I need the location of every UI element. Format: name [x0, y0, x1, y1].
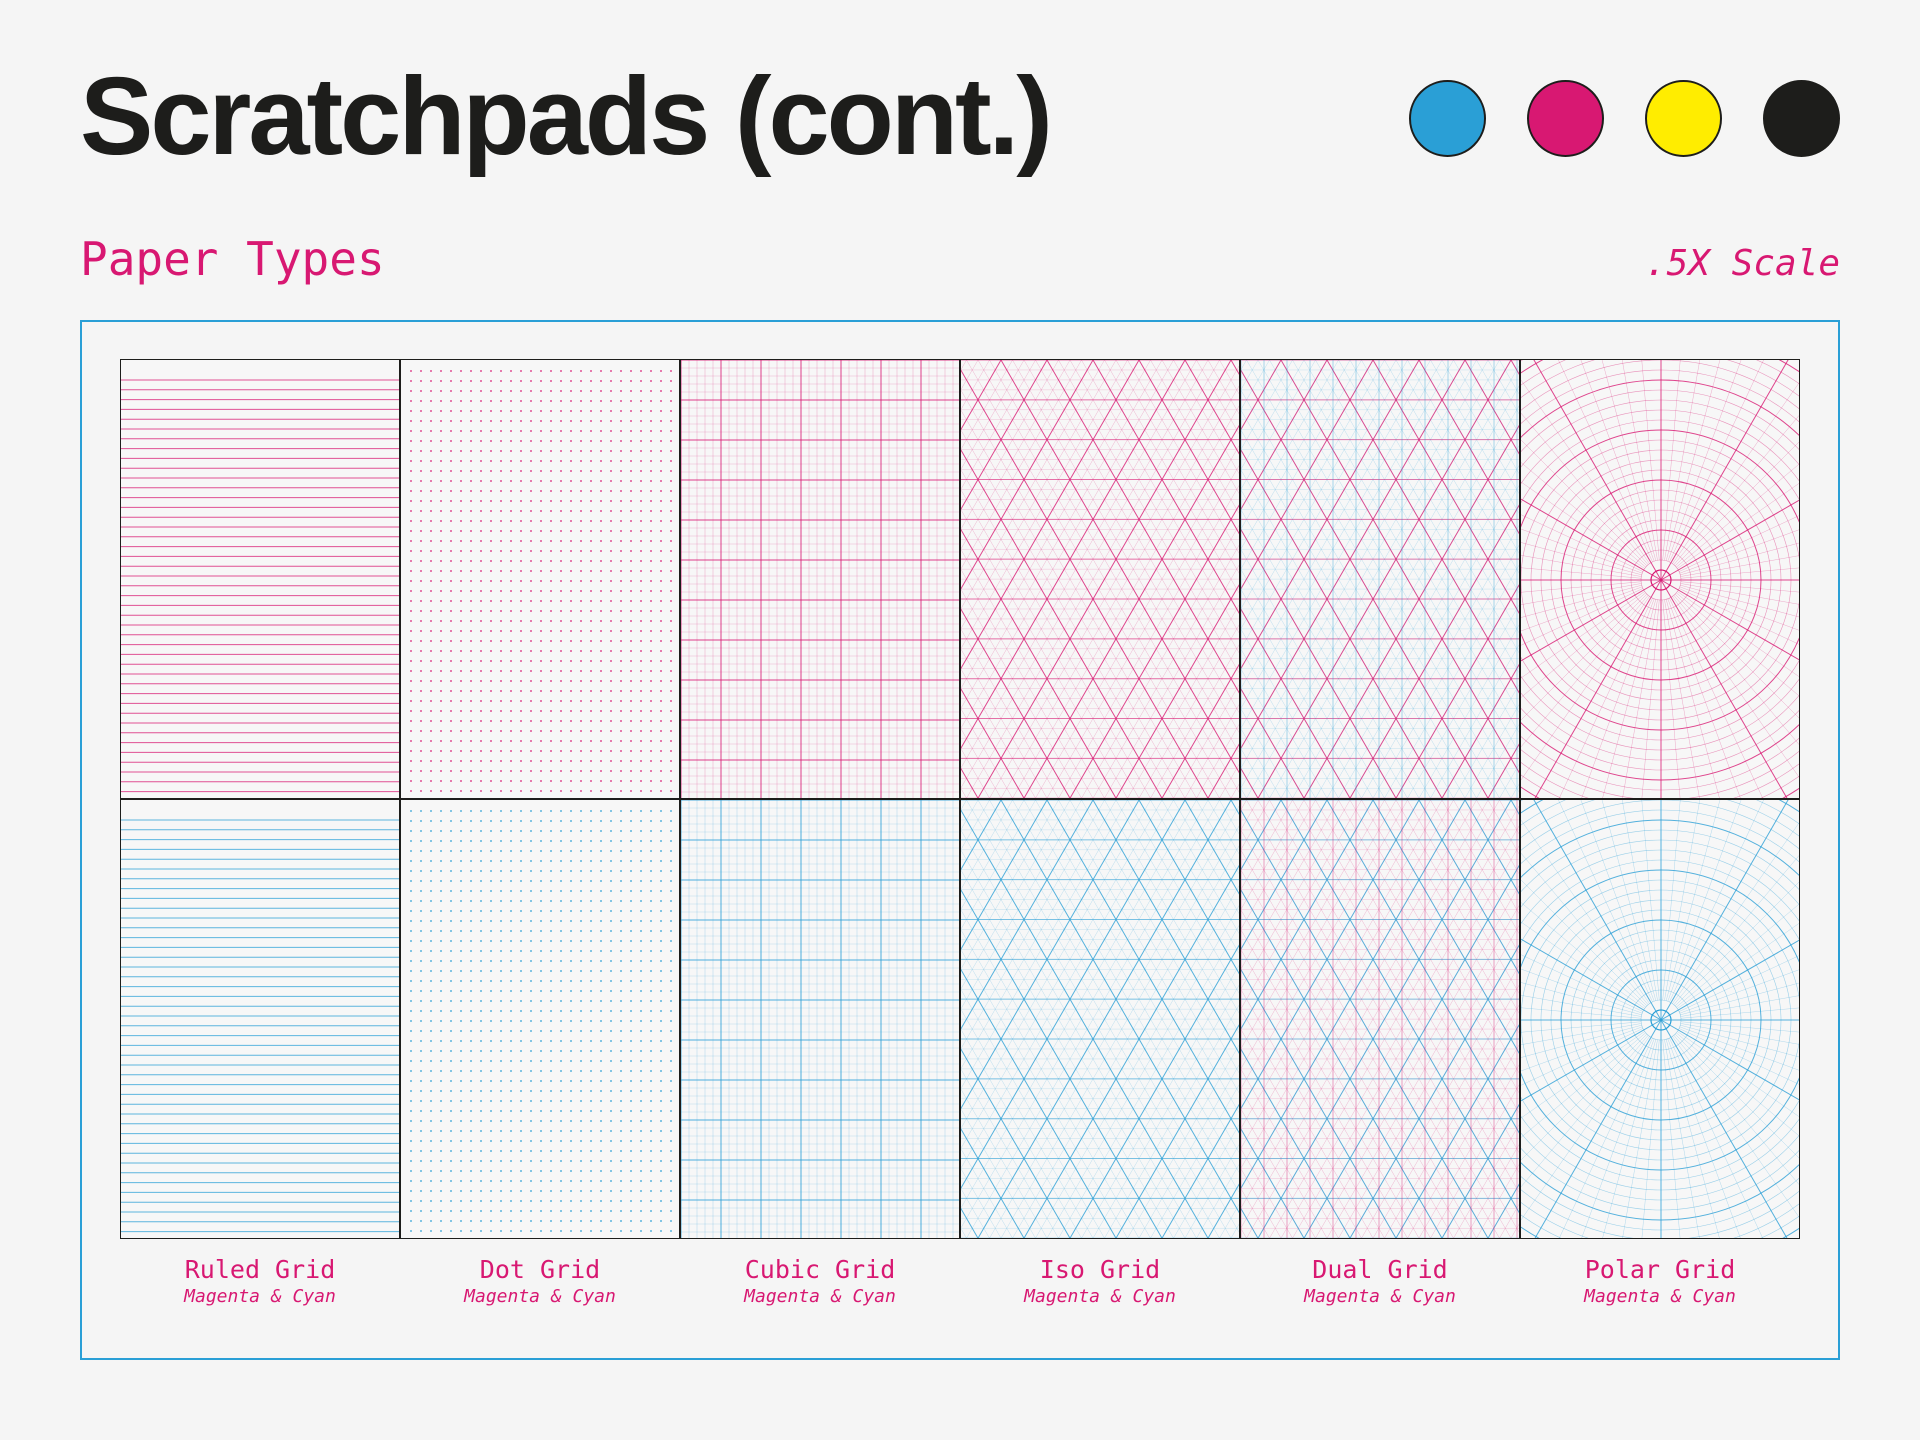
- paper-dual-magenta: [1239, 358, 1520, 799]
- swatch-black: [1763, 80, 1840, 157]
- swatch-yellow: [1645, 80, 1722, 157]
- label-colors: Magenta & Cyan: [744, 1285, 896, 1307]
- paper-pattern: [120, 379, 399, 792]
- paper-ruled-cyan: [119, 798, 400, 1239]
- color-swatches: [1409, 80, 1840, 157]
- paper-dot-cyan: [399, 798, 680, 1239]
- label-colors: Magenta & Cyan: [464, 1285, 616, 1307]
- label-name: Polar Grid: [1584, 1255, 1736, 1284]
- swatch-magenta: [1527, 80, 1604, 157]
- label-dual: Dual Grid Magenta & Cyan: [1240, 1255, 1520, 1308]
- paper-pattern: [680, 359, 959, 798]
- label-name: Ruled Grid: [184, 1255, 336, 1284]
- paper-polar-magenta: [1519, 358, 1800, 799]
- paper-pattern: [960, 799, 1239, 1238]
- scale-label: .5X Scale: [1644, 243, 1840, 284]
- label-dot: Dot Grid Magenta & Cyan: [400, 1255, 680, 1308]
- section-subtitle: Paper Types: [80, 232, 385, 286]
- label-ruled: Ruled Grid Magenta & Cyan: [120, 1255, 400, 1308]
- paper-pattern: [409, 809, 672, 1232]
- paper-cubic-magenta: [679, 358, 960, 799]
- paper-grid: [119, 358, 1800, 1239]
- paper-polar-cyan: [1519, 798, 1800, 1239]
- label-colors: Magenta & Cyan: [184, 1285, 336, 1307]
- paper-pattern: [1520, 359, 1799, 798]
- paper-pattern: [960, 359, 1239, 798]
- label-colors: Magenta & Cyan: [1304, 1285, 1456, 1307]
- label-cubic: Cubic Grid Magenta & Cyan: [680, 1255, 960, 1308]
- paper-dot-magenta: [399, 358, 680, 799]
- label-iso: Iso Grid Magenta & Cyan: [960, 1255, 1240, 1308]
- label-colors: Magenta & Cyan: [1024, 1285, 1176, 1307]
- paper-iso-magenta: [959, 358, 1240, 799]
- label-name: Iso Grid: [1039, 1255, 1161, 1284]
- paper-cubic-cyan: [679, 798, 960, 1239]
- paper-iso-cyan: [959, 798, 1240, 1239]
- paper-types-frame: [80, 320, 1840, 1360]
- paper-ruled-magenta: [119, 358, 400, 799]
- label-name: Dot Grid: [479, 1255, 601, 1284]
- label-name: Cubic Grid: [744, 1255, 896, 1284]
- paper-pattern: [1240, 359, 1519, 798]
- paper-pattern: [409, 369, 672, 792]
- label-polar: Polar Grid Magenta & Cyan: [1520, 1255, 1800, 1308]
- paper-pattern: [120, 819, 399, 1232]
- label-colors: Magenta & Cyan: [1584, 1285, 1736, 1307]
- swatch-cyan: [1409, 80, 1486, 157]
- paper-pattern: [680, 799, 959, 1238]
- paper-pattern: [1520, 799, 1799, 1238]
- page-title: Scratchpads (cont.): [80, 55, 1053, 178]
- paper-labels: Ruled Grid Magenta & Cyan Dot Grid Magen…: [120, 1255, 1800, 1308]
- label-name: Dual Grid: [1312, 1255, 1448, 1284]
- paper-dual-cyan: [1239, 798, 1520, 1239]
- paper-pattern: [1240, 799, 1519, 1238]
